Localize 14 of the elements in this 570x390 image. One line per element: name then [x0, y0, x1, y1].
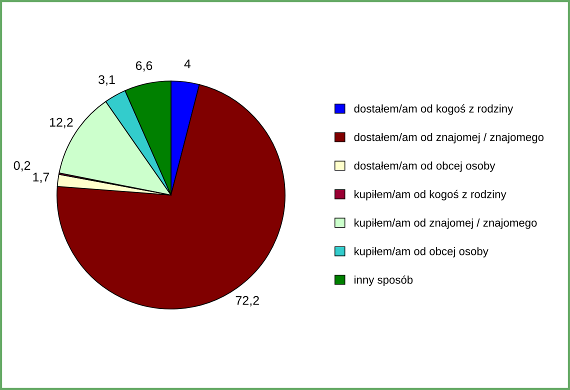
legend-label: dostałem/am od obcej osoby [354, 161, 496, 172]
data-label: 3,1 [98, 75, 115, 86]
data-label: 6,6 [136, 61, 152, 72]
legend-label: kupiłem/am od obcej osoby [354, 247, 488, 258]
data-label: 72,2 [236, 296, 259, 306]
data-label: 0,2 [14, 161, 30, 172]
legend-label: inny sposób [354, 275, 413, 286]
legend-label: dostałem/am od znajomej / znajomego [354, 132, 544, 144]
data-label: 1,7 [33, 172, 50, 183]
legend-label: kupiłem/am od kogoś z rodziny [354, 190, 506, 200]
data-label: 4 [184, 60, 191, 68]
legend-label: dostałem/am od kogoś z rodziny [354, 104, 514, 115]
data-label: 12,2 [50, 118, 73, 128]
legend-label: kupiłem/am od znajomej / znajomego [354, 218, 537, 229]
